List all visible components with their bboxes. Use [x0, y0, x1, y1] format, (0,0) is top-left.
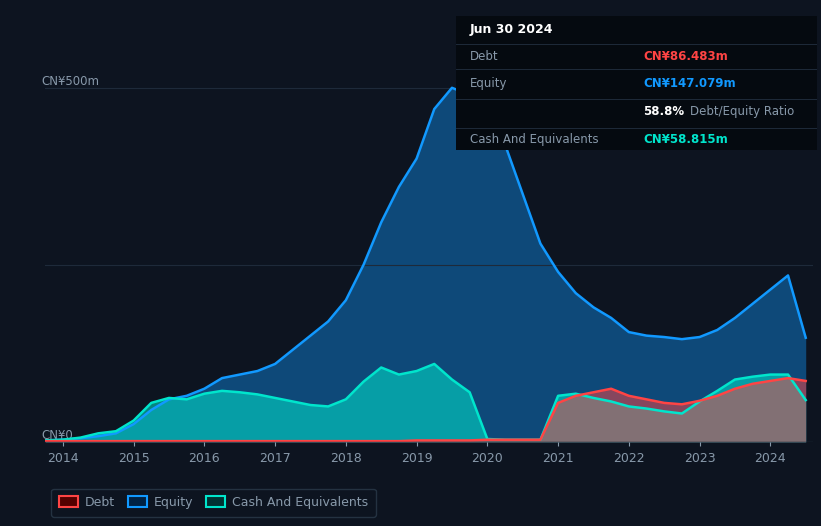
Text: 58.8%: 58.8% — [644, 105, 685, 118]
Text: CN¥500m: CN¥500m — [41, 75, 99, 88]
Text: CN¥58.815m: CN¥58.815m — [644, 133, 728, 146]
Text: CN¥0: CN¥0 — [41, 429, 73, 442]
Text: CN¥147.079m: CN¥147.079m — [644, 77, 736, 90]
Legend: Debt, Equity, Cash And Equivalents: Debt, Equity, Cash And Equivalents — [52, 489, 376, 517]
Text: Equity: Equity — [470, 77, 507, 90]
Text: Debt: Debt — [470, 50, 498, 63]
Text: CN¥86.483m: CN¥86.483m — [644, 50, 728, 63]
Text: Debt/Equity Ratio: Debt/Equity Ratio — [690, 105, 795, 118]
Text: Cash And Equivalents: Cash And Equivalents — [470, 133, 599, 146]
Text: Jun 30 2024: Jun 30 2024 — [470, 23, 553, 36]
